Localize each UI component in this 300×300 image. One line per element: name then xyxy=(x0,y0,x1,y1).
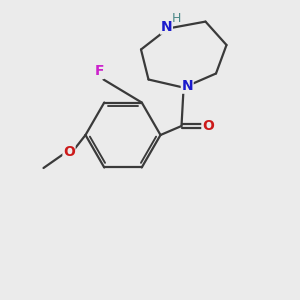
Text: F: F xyxy=(94,64,104,78)
Text: O: O xyxy=(202,119,214,133)
Text: N: N xyxy=(161,20,172,34)
Text: O: O xyxy=(63,145,75,158)
Text: H: H xyxy=(172,11,181,25)
Text: N: N xyxy=(182,79,193,93)
